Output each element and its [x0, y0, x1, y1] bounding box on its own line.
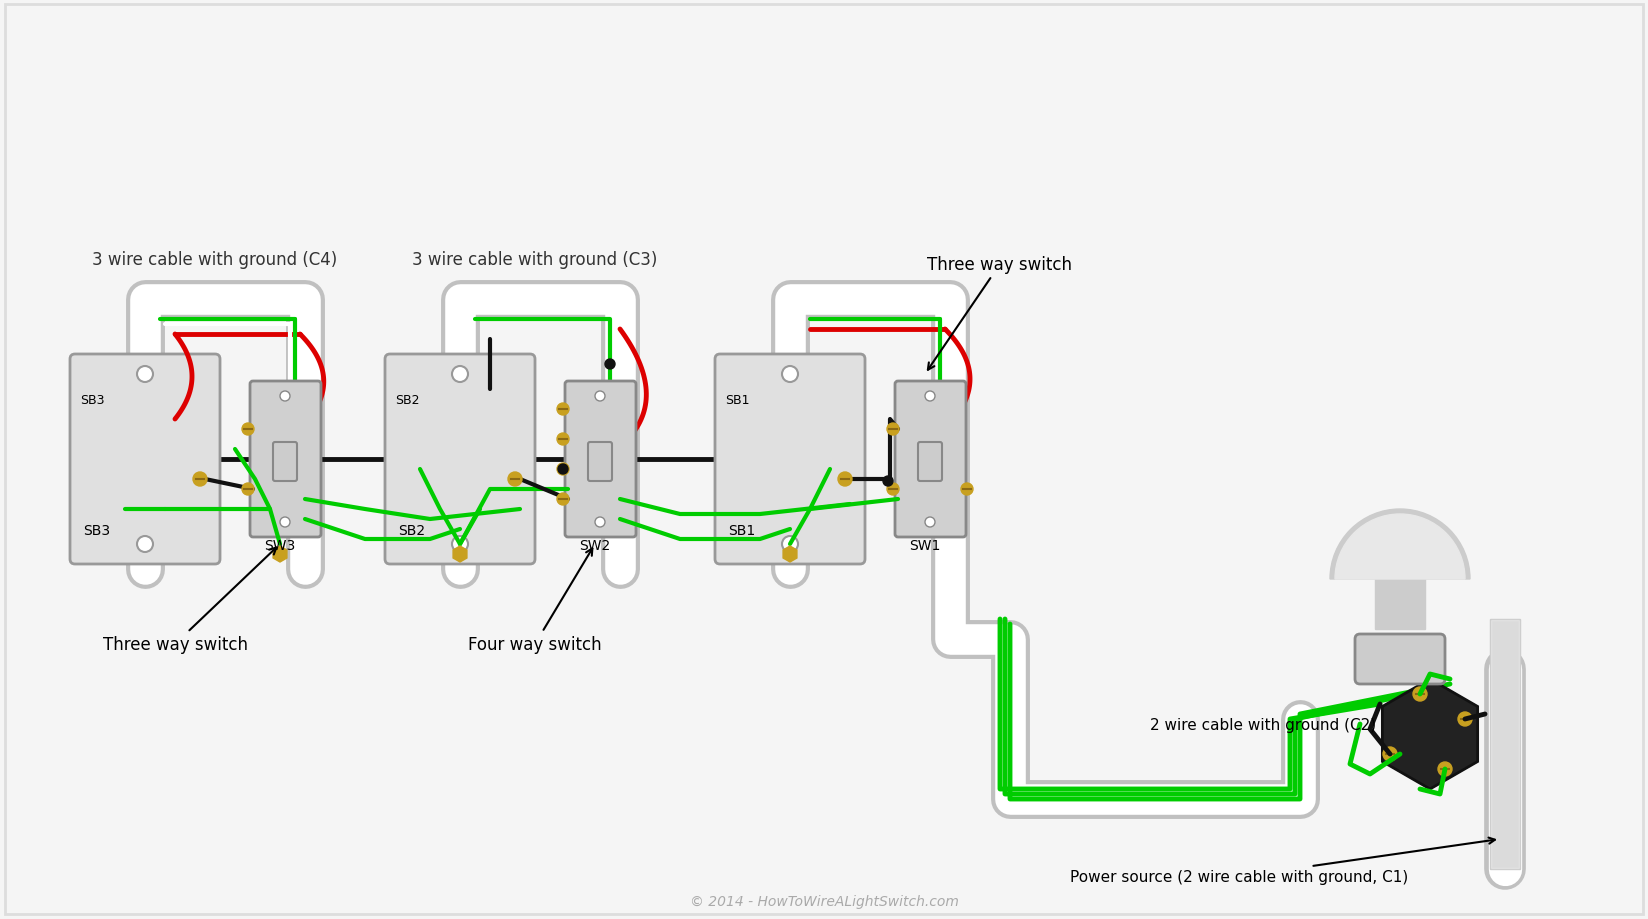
- Circle shape: [1458, 712, 1472, 726]
- FancyBboxPatch shape: [1355, 634, 1445, 685]
- FancyBboxPatch shape: [274, 443, 297, 482]
- FancyBboxPatch shape: [250, 381, 321, 538]
- Circle shape: [508, 472, 522, 486]
- Circle shape: [280, 517, 290, 528]
- FancyBboxPatch shape: [69, 355, 219, 564]
- Circle shape: [557, 494, 569, 505]
- Circle shape: [925, 517, 934, 528]
- Text: SW3: SW3: [264, 539, 295, 552]
- Wedge shape: [1330, 509, 1470, 579]
- Circle shape: [883, 476, 893, 486]
- Text: 2 wire cable with ground (C2): 2 wire cable with ground (C2): [1150, 717, 1376, 732]
- Text: © 2014 - HowToWireALightSwitch.com: © 2014 - HowToWireALightSwitch.com: [689, 894, 959, 908]
- Circle shape: [559, 464, 569, 474]
- Circle shape: [595, 517, 605, 528]
- Text: Three way switch: Three way switch: [102, 548, 277, 653]
- Circle shape: [595, 391, 605, 402]
- Bar: [1491, 620, 1519, 868]
- Bar: [1490, 619, 1519, 869]
- Circle shape: [452, 537, 468, 552]
- Text: Three way switch: Three way switch: [928, 255, 1073, 370]
- Circle shape: [242, 483, 254, 495]
- FancyBboxPatch shape: [715, 355, 865, 564]
- Circle shape: [242, 424, 254, 436]
- Text: 3 wire cable with ground (C3): 3 wire cable with ground (C3): [412, 251, 658, 268]
- Polygon shape: [1383, 679, 1478, 789]
- Circle shape: [137, 367, 153, 382]
- Circle shape: [452, 367, 468, 382]
- Circle shape: [193, 472, 208, 486]
- Text: SB2: SB2: [396, 393, 420, 406]
- Circle shape: [1412, 687, 1427, 701]
- Text: Four way switch: Four way switch: [468, 549, 602, 653]
- Circle shape: [783, 367, 798, 382]
- FancyBboxPatch shape: [588, 443, 611, 482]
- Circle shape: [605, 359, 615, 369]
- FancyBboxPatch shape: [386, 355, 536, 564]
- FancyBboxPatch shape: [895, 381, 966, 538]
- Wedge shape: [1335, 515, 1465, 579]
- FancyBboxPatch shape: [565, 381, 636, 538]
- Circle shape: [557, 403, 569, 415]
- Circle shape: [557, 434, 569, 446]
- Text: SB3: SB3: [81, 393, 104, 406]
- Circle shape: [887, 483, 900, 495]
- Circle shape: [783, 537, 798, 552]
- Circle shape: [137, 537, 153, 552]
- FancyBboxPatch shape: [918, 443, 943, 482]
- Polygon shape: [274, 547, 287, 562]
- Polygon shape: [453, 547, 466, 562]
- Text: Power source (2 wire cable with ground, C1): Power source (2 wire cable with ground, …: [1070, 837, 1495, 884]
- Circle shape: [837, 472, 852, 486]
- Circle shape: [961, 483, 972, 495]
- Text: SW1: SW1: [910, 539, 941, 552]
- Text: SW2: SW2: [580, 539, 611, 552]
- Circle shape: [280, 391, 290, 402]
- Text: SB2: SB2: [399, 524, 425, 538]
- Text: 3 wire cable with ground (C4): 3 wire cable with ground (C4): [92, 251, 338, 268]
- Circle shape: [1383, 747, 1398, 761]
- Polygon shape: [783, 547, 798, 562]
- Circle shape: [557, 463, 569, 475]
- Circle shape: [925, 391, 934, 402]
- Circle shape: [1439, 762, 1452, 777]
- Circle shape: [887, 424, 900, 436]
- Text: SB3: SB3: [82, 524, 110, 538]
- Bar: [1374, 579, 1426, 630]
- Text: SB1: SB1: [728, 524, 755, 538]
- Text: SB1: SB1: [725, 393, 750, 406]
